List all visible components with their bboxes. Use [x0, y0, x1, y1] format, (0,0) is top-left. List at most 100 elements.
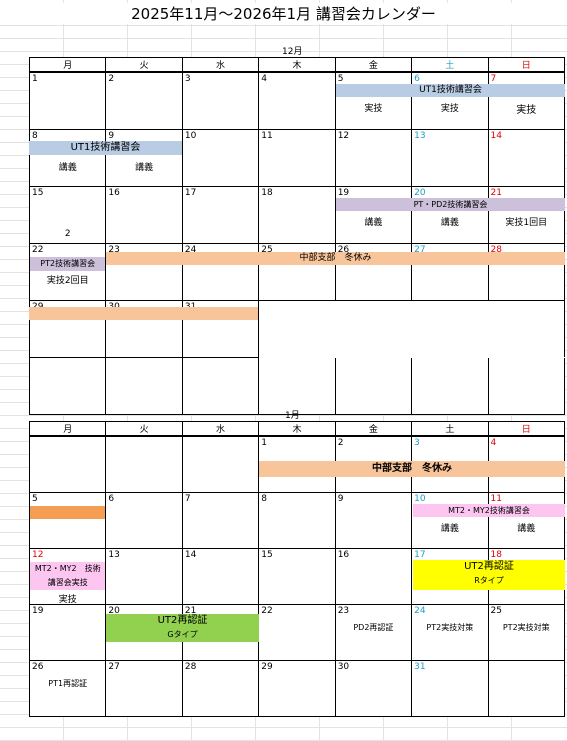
- day-number: 19: [337, 187, 350, 198]
- day-cell: 12: [334, 128, 413, 187]
- event-bar-mt2: MT2・MY2技術講習会: [413, 504, 565, 517]
- weekday-wed: 水: [181, 57, 260, 73]
- event-note: 講義: [58, 162, 77, 173]
- weekday-mon: 月: [28, 421, 107, 437]
- day-cell: 26 PT1再認証: [28, 659, 107, 717]
- day-cell: 11: [258, 128, 336, 187]
- day-number: 28: [184, 661, 197, 672]
- day-cell: 28: [181, 659, 260, 717]
- day-cell: 8: [258, 491, 336, 549]
- day-cell: 10: [181, 128, 260, 187]
- event-note: 実技2回目: [46, 275, 89, 286]
- event-bar-winter-break: 中部支部 冬休み: [259, 461, 565, 477]
- day-number: 25: [490, 605, 502, 616]
- event-bar-ut2-recert-r: UT2再認証 Rタイプ: [413, 560, 565, 590]
- day-number: 24: [184, 244, 197, 255]
- weekday-thu: 木: [258, 421, 336, 437]
- event-type: Rタイプ: [474, 576, 504, 585]
- day-number: 12: [32, 549, 44, 560]
- weekday-tue: 火: [105, 57, 183, 73]
- day-cell: 6: [105, 491, 183, 549]
- day-number: 30: [337, 661, 350, 672]
- event-bar-winter-break-continued: [29, 307, 258, 320]
- empty-cell: [334, 356, 413, 415]
- day-cell: 24 PT2実技対策: [411, 603, 489, 661]
- day-cell: 12 MT2・MY2 技術 講習会実技 実技: [28, 547, 107, 605]
- day-cell: 18: [258, 185, 336, 244]
- event-note: 実技: [364, 104, 383, 114]
- page-title: 2025年11月～2026年1月 講習会カレンダー: [0, 3, 567, 24]
- weekday-thu: 木: [258, 57, 336, 73]
- day-cell: 25 PT2実技対策: [487, 603, 566, 661]
- day-cell: 27: [105, 659, 183, 717]
- event-bar-jan5: [30, 505, 106, 519]
- day-number: 23: [108, 244, 120, 255]
- weekday-header: 月 火 水 木 金 土 日: [28, 57, 566, 73]
- day-number: 20: [414, 187, 426, 198]
- week-row: 8 講義 9 講義 10 11 12 13 14: [28, 128, 566, 187]
- day-number: 7: [184, 493, 191, 504]
- day-number: 16: [108, 187, 120, 198]
- day-number: 18: [490, 549, 502, 560]
- day-number: 15: [32, 187, 44, 198]
- empty-cell: [487, 356, 566, 415]
- event-bar-pt2: PT2技術講習会: [30, 256, 106, 271]
- day-cell: 14: [487, 128, 566, 187]
- event-bar-ut1: UT1技術講習会: [29, 141, 182, 155]
- day-number: 6: [108, 493, 115, 504]
- weekday-sat: 土: [411, 421, 489, 437]
- day-cell: 3: [181, 71, 260, 130]
- weekday-tue: 火: [105, 421, 183, 437]
- week-row: 15 2 16 17 18 19 講義 20 講義 21 実技1回目: [28, 185, 566, 244]
- event-bar-ut1: UT1技術講習会: [336, 84, 565, 97]
- day-number: 3: [414, 438, 420, 448]
- day-number: 11: [490, 493, 502, 504]
- event-note: 講義: [440, 217, 459, 228]
- day-number: 26: [337, 244, 350, 255]
- weekday-header: 月 火 水 木 金 土 日: [28, 421, 566, 437]
- empty-cell: [258, 299, 565, 358]
- event-note: PT1再認証: [48, 678, 88, 688]
- day-cell: 8 講義: [28, 128, 107, 187]
- event-note: 実技: [58, 594, 77, 605]
- day-number: 31: [185, 302, 196, 312]
- empty-cell: [28, 356, 107, 415]
- day-cell: 7: [181, 491, 260, 549]
- day-number: 21: [184, 605, 197, 616]
- event-note: 講義: [517, 523, 536, 534]
- week-row: 26 PT1再認証 27 28 29 30 31: [28, 659, 566, 717]
- weekday-mon: 月: [28, 57, 107, 73]
- day-number: 12: [337, 130, 350, 141]
- day-cell: [487, 659, 566, 717]
- weekday-fri: 金: [334, 57, 413, 73]
- weekday-fri: 金: [334, 421, 413, 437]
- event-bar-winter-break: 中部支部 冬休み: [106, 252, 565, 265]
- day-number: 1: [261, 438, 267, 448]
- day-cell: 5: [28, 491, 107, 549]
- day-number: 19: [32, 605, 44, 616]
- day-number: 27: [108, 661, 120, 672]
- day-number: 20: [108, 605, 120, 616]
- day-number: 27: [414, 244, 426, 255]
- weekday-wed: 水: [181, 421, 260, 437]
- week-row: 19 20 21 22 23 PD2再認証 24 PT2実技対策 25 PT2実…: [28, 603, 566, 661]
- day-number: 1: [32, 74, 38, 84]
- empty-cell: [411, 356, 489, 415]
- day-cell: 17: [181, 185, 260, 244]
- day-number: 15: [261, 549, 273, 560]
- december-calendar: 月 火 水 木 金 土 日 1 2 3 4 5 実技 6 実技 7 実技 8 講…: [28, 57, 566, 415]
- day-number: 5: [337, 74, 344, 84]
- day-cell: 5 実技: [334, 71, 413, 130]
- day-cell: 19 講義: [334, 185, 413, 244]
- month-label-january: 1月: [285, 411, 300, 421]
- day-cell: 2: [105, 71, 183, 130]
- day-cell: 15: [258, 547, 336, 605]
- empty-cell: [105, 356, 183, 415]
- day-number: 29: [261, 661, 273, 672]
- day-number: 25: [261, 244, 273, 255]
- week-row: 1 2 3 4 5 実技 6 実技 7 実技: [28, 71, 566, 130]
- day-cell: [28, 435, 107, 493]
- event-note: PD2再認証: [353, 622, 394, 632]
- day-cell: 11 講義: [487, 491, 566, 549]
- day-number: 4: [261, 74, 267, 84]
